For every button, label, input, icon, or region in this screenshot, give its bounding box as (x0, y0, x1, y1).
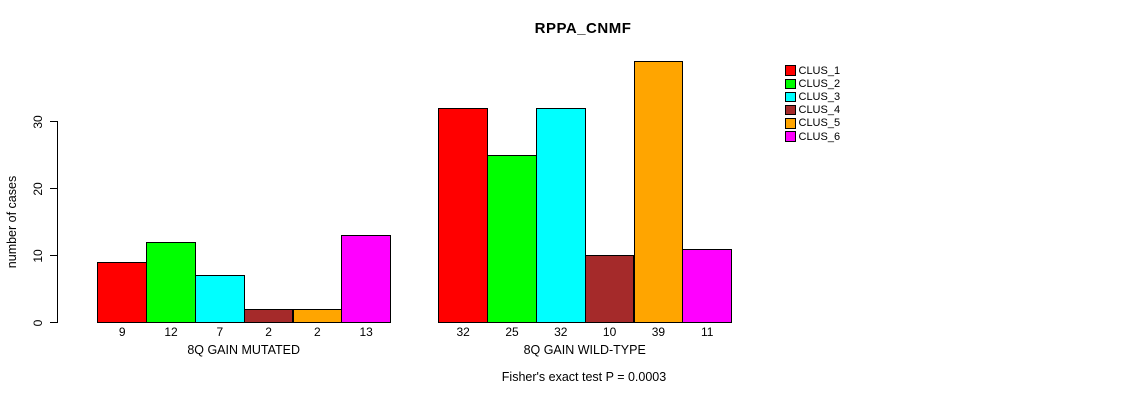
bar (438, 107, 489, 324)
chart-title: RPPA_CNMF (534, 20, 632, 37)
y-tick-mark (50, 188, 57, 190)
y-tick-mark (50, 255, 57, 257)
legend-label: CLUS_5 (798, 117, 841, 130)
bar (535, 107, 586, 324)
y-tick-label: 20 (31, 182, 45, 196)
bar (146, 241, 196, 324)
legend-row: CLUS_2 (785, 77, 840, 90)
y-axis-line (57, 121, 58, 324)
bar-value-label: 32 (554, 325, 568, 339)
bar (194, 275, 245, 324)
bar-value-label: 11 (700, 325, 714, 339)
y-tick-label: 30 (31, 115, 45, 129)
bar (341, 235, 392, 324)
legend-swatch (785, 78, 796, 90)
bar-value-label: 32 (456, 325, 470, 339)
y-axis-label: number of cases (5, 175, 19, 269)
legend-label: CLUS_2 (798, 77, 841, 90)
legend-label: CLUS_4 (798, 104, 841, 117)
y-tick-label: 0 (31, 319, 45, 327)
y-tick-label: 10 (31, 249, 45, 263)
footer-caption: Fisher's exact test P = 0.0003 (501, 370, 667, 384)
bar-value-label: 39 (651, 325, 666, 339)
legend: CLUS_1 CLUS_2 CLUS_3 CLUS_4 CLUS_5 CLUS_6 (785, 64, 840, 143)
bar-value-label: 7 (216, 325, 224, 339)
y-tick-mark (50, 121, 57, 123)
bar-value-label: 12 (164, 325, 178, 339)
bar-value-label: 9 (118, 325, 126, 339)
bar-value-label: 2 (265, 325, 272, 339)
legend-row: CLUS_6 (785, 130, 840, 143)
legend-swatch (785, 104, 796, 116)
legend-swatch (785, 91, 796, 103)
legend-label: CLUS_1 (798, 64, 841, 77)
legend-row: CLUS_5 (785, 117, 840, 130)
bar (682, 248, 733, 324)
bar (243, 308, 294, 324)
bar (292, 308, 343, 324)
legend-swatch (785, 118, 796, 129)
bar (97, 262, 148, 324)
y-tick-mark (50, 322, 57, 324)
bar (584, 255, 635, 324)
x-axis-group-label: 8Q GAIN MUTATED (187, 343, 301, 357)
legend-row: CLUS_3 (785, 90, 840, 103)
legend-row: CLUS_4 (785, 104, 840, 117)
legend-label: CLUS_6 (798, 130, 841, 143)
bar-value-label: 25 (505, 325, 519, 339)
legend-row: CLUS_1 (785, 64, 840, 77)
bar-value-label: 2 (314, 325, 321, 339)
legend-swatch (785, 131, 796, 142)
legend-label: CLUS_3 (798, 90, 841, 103)
x-axis-group-label: 8Q GAIN WILD-TYPE (523, 343, 646, 357)
bar (487, 154, 537, 324)
bar (633, 61, 684, 324)
bar-value-label: 13 (359, 325, 373, 339)
bar-value-label: 10 (602, 325, 617, 339)
legend-swatch (785, 65, 796, 76)
